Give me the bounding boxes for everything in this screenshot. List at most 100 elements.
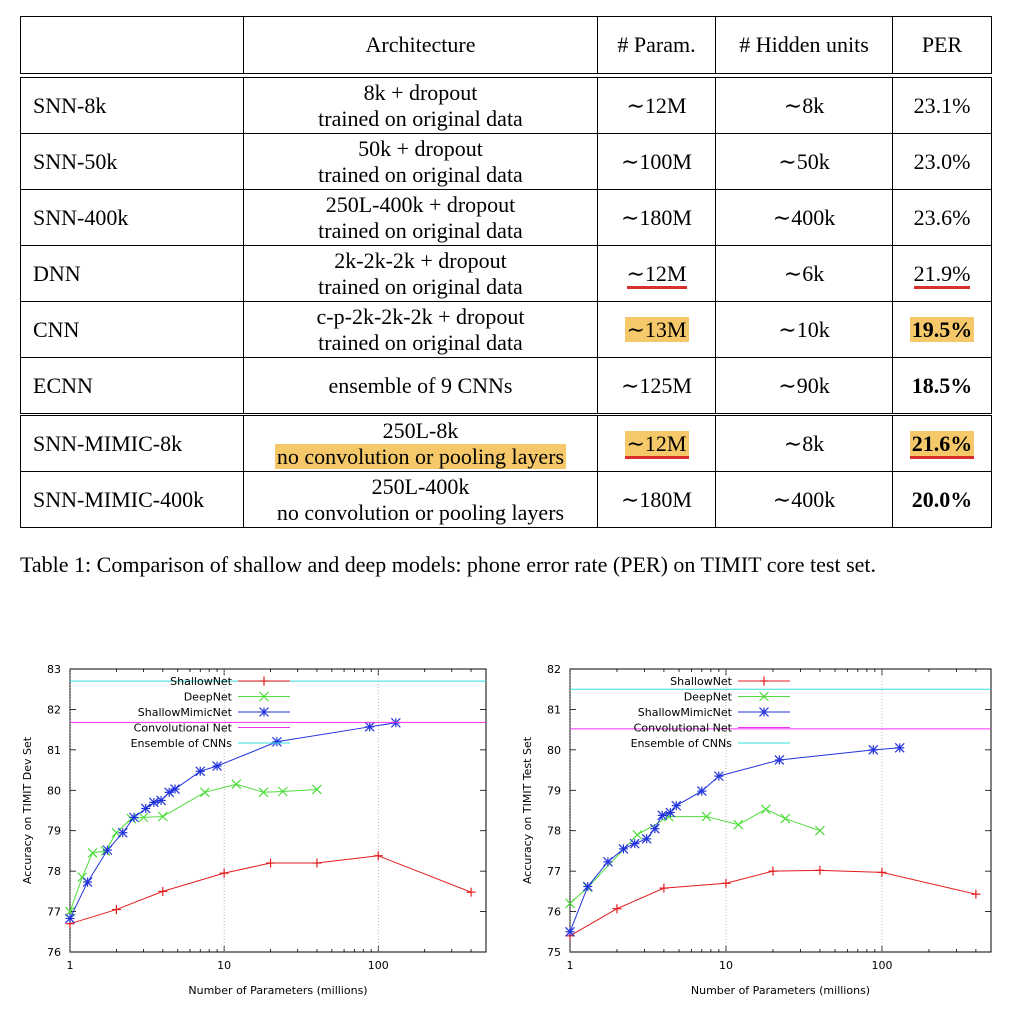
data-point: [894, 742, 905, 753]
x-tick-label: 10: [719, 959, 733, 972]
hidden-units-cell: ∼8k: [715, 415, 893, 472]
data-point: [138, 812, 149, 823]
per-cell: 19.5%: [892, 301, 992, 358]
model-name: SNN-MIMIC-400k: [20, 471, 244, 528]
data-point: [219, 868, 229, 878]
data-point: [364, 721, 375, 732]
legend-marker: [759, 676, 769, 686]
test-accuracy-chart: 1 10 100 75 76 77 78 79 80 81 82 Number of Paramete…: [510, 655, 1005, 1005]
series-line: [69, 722, 396, 919]
series-0: [565, 865, 981, 941]
data-point: [629, 838, 640, 849]
y-tick-label: 79: [47, 825, 61, 838]
hidden-units-cell: ∼90k: [715, 357, 893, 414]
data-point: [659, 883, 669, 893]
data-point: [713, 771, 724, 782]
per-cell: 23.1%: [892, 77, 992, 134]
data-point-stroke: [657, 810, 668, 821]
y-tick-label: 82: [547, 663, 561, 676]
data-point: [814, 825, 825, 836]
dev-accuracy-plot: 1 10 100 76 77 78 79 80 81 82 83 Number of Paramete…: [21, 663, 487, 997]
legend-label: Ensemble of CNNs: [631, 737, 733, 750]
data-point: [87, 848, 98, 858]
legend-label: ShallowMimicNet: [138, 706, 233, 719]
header-cell-architecture: Architecture: [243, 16, 598, 74]
data-point-stroke: [582, 881, 593, 892]
data-point-stroke: [138, 812, 149, 823]
data-point-stroke: [641, 833, 652, 844]
y-tick-label: 79: [547, 784, 561, 797]
data-point: [156, 795, 167, 806]
data-point-stroke: [696, 786, 707, 797]
architecture-cell: 8k + dropout trained on original data: [243, 77, 598, 134]
model-name: SNN-MIMIC-8k: [20, 415, 244, 472]
data-point-stroke: [618, 843, 629, 854]
architecture-cell: c-p-2k-2k-2k + dropout trained on origina…: [243, 301, 598, 358]
data-point: [877, 867, 887, 877]
architecture-cell: 250L-400k no convolution or pooling layer…: [243, 471, 598, 528]
architecture-line: 250L-8k: [382, 417, 459, 443]
data-point: [649, 823, 660, 834]
data-point-stroke: [649, 823, 660, 834]
data-point: [277, 786, 288, 797]
data-point-stroke: [140, 803, 151, 814]
legend-label: Ensemble of CNNs: [131, 737, 233, 750]
series-line: [569, 869, 976, 937]
data-point-stroke: [148, 797, 159, 808]
architecture-line: trained on original data: [318, 273, 523, 299]
table-caption: Table 1: Comparison of shallow and deep …: [20, 552, 877, 577]
header-cell-per: PER: [892, 16, 992, 74]
data-point: [65, 913, 75, 924]
series-line: [69, 855, 472, 925]
data-point: [312, 858, 322, 868]
legend-marker: [759, 707, 769, 717]
series-1: [565, 804, 825, 909]
data-point-stroke: [814, 825, 825, 836]
data-point-stroke: [117, 827, 128, 838]
data-point: [199, 787, 210, 798]
table-row: SNN-50k 50k + dropout trained on original…: [20, 133, 992, 190]
hidden-units-cell: ∼400k: [715, 471, 893, 528]
y-tick-label: 75: [547, 946, 561, 959]
data-point-stroke: [156, 795, 167, 806]
data-point-stroke: [212, 761, 223, 771]
x-tick-label: 10: [217, 959, 231, 972]
data-point-stroke: [77, 872, 88, 883]
params-cell: ∼100M: [597, 133, 716, 190]
y-tick-label: 76: [47, 946, 61, 959]
hidden-units-cell: ∼10k: [715, 301, 893, 358]
y-tick-label: 78: [547, 825, 561, 838]
per-cell: 20.0%: [892, 471, 992, 528]
legend-label: DeepNet: [684, 691, 733, 704]
architecture-cell: 50k + dropout trained on original data: [243, 133, 598, 190]
y-tick-label: 80: [47, 784, 61, 797]
data-point-stroke: [780, 813, 791, 824]
data-point: [618, 843, 629, 854]
data-point-stroke: [713, 771, 724, 782]
data-point-stroke: [199, 787, 210, 798]
data-point: [148, 797, 159, 808]
data-point: [100, 846, 111, 856]
data-point-stroke: [271, 736, 282, 747]
plot-frame: [569, 668, 992, 953]
data-point-stroke: [671, 800, 682, 811]
header-cell-name: [20, 16, 244, 74]
legend-marker-stroke: [759, 691, 769, 702]
legend-marker: [259, 707, 269, 717]
highlighted-value: no convolution or pooling layers: [274, 443, 567, 469]
data-point-stroke: [629, 838, 640, 849]
data-point-stroke: [157, 811, 168, 822]
data-point: [671, 800, 682, 811]
model-name: SNN-50k: [20, 133, 244, 190]
data-point: [373, 851, 383, 861]
per-cell: 23.0%: [892, 133, 992, 190]
architecture-line: trained on original data: [318, 217, 523, 243]
model-name: DNN: [20, 245, 244, 302]
architecture-cell: 2k-2k-2k + dropout trained on original da…: [243, 245, 598, 302]
architecture-line: 2k-2k-2k + dropout: [334, 247, 507, 273]
data-point: [696, 786, 707, 797]
hidden-units-cell: ∼6k: [715, 245, 893, 302]
underlined-value: ∼12M: [626, 260, 687, 289]
data-point: [721, 878, 731, 888]
data-point: [733, 819, 744, 830]
